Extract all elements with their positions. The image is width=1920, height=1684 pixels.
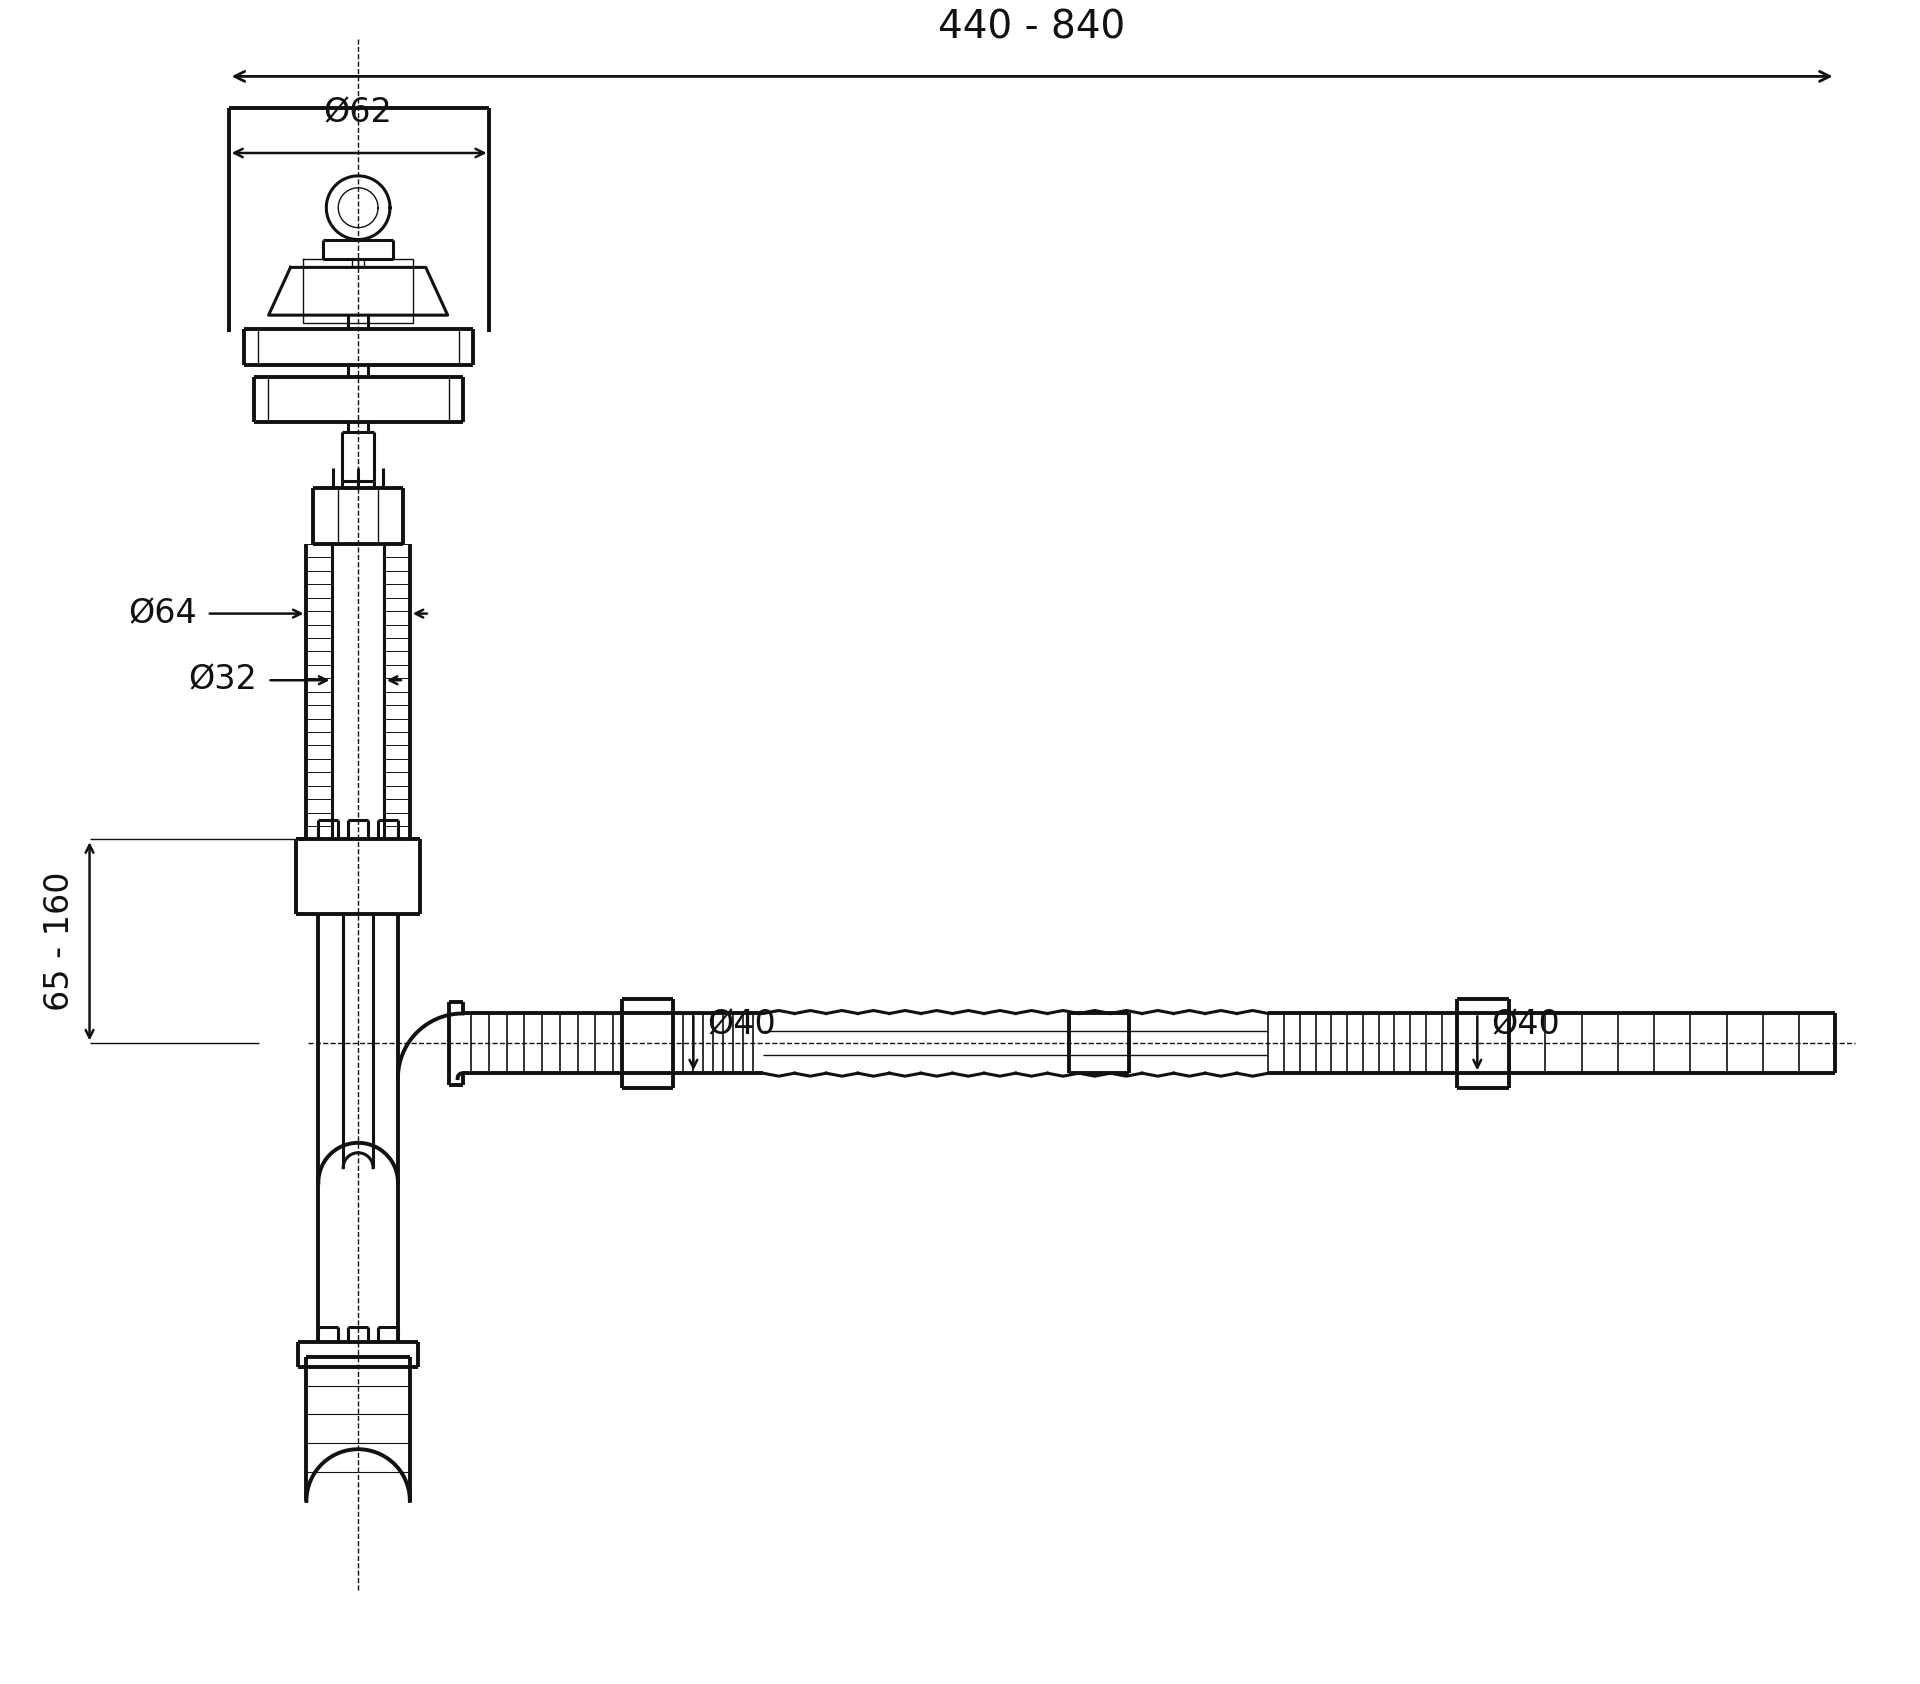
Text: Ø64: Ø64 — [129, 598, 198, 630]
Text: 440 - 840: 440 - 840 — [939, 8, 1125, 47]
Text: Ø62: Ø62 — [324, 96, 392, 130]
Text: 65 - 160: 65 - 160 — [42, 872, 75, 1010]
Text: Ø40: Ø40 — [707, 1009, 776, 1041]
Text: Ø40: Ø40 — [1492, 1009, 1559, 1041]
Text: Ø32: Ø32 — [188, 663, 257, 697]
